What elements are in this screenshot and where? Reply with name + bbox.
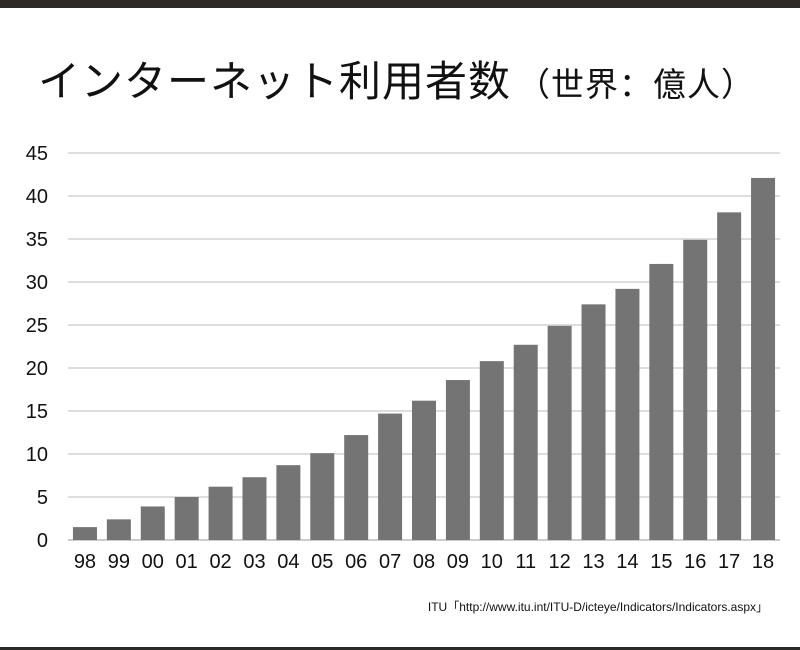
bar-98 [72,527,97,540]
chart-title-unit: （世界：億人） [517,65,756,104]
bar-13 [581,304,606,540]
bar-05 [310,453,335,540]
y-tick-label: 15 [26,401,48,423]
y-tick-label: 40 [26,186,48,208]
bar-07 [378,413,403,540]
bar-09 [445,380,470,540]
y-tick-label: 5 [37,487,48,509]
x-tick-label: 16 [684,551,706,573]
bar-06 [344,435,369,540]
bar-15 [649,263,674,540]
bar-10 [479,361,504,540]
y-tick-label: 30 [26,272,48,294]
x-tick-label: 00 [142,551,164,573]
top-frame-bar [0,0,800,8]
bar-00 [140,506,165,540]
x-tick-label: 02 [209,551,231,573]
chart-title-main: インターネット利用者数 [38,57,512,106]
x-tick-label: 06 [345,551,367,573]
source-note: ITU「http://www.itu.int/ITU-D/icteye/Indi… [427,600,768,614]
chart-title: インターネット利用者数 （世界：億人） [38,48,755,109]
bar-08 [412,400,436,540]
x-tick-label: 14 [616,551,638,573]
y-tick-label: 45 [26,143,48,165]
x-tick-label: 04 [277,551,299,573]
x-tick-label: 05 [311,551,333,573]
x-tick-label: 17 [718,551,740,573]
bar-04 [276,465,301,540]
bottom-frame-bar [0,647,800,650]
bar-99 [106,519,131,540]
y-tick-label: 0 [37,530,48,552]
x-tick-label: 99 [108,551,130,573]
x-tick-label: 08 [413,551,435,573]
x-tick-label: 15 [650,551,672,573]
bar-11 [513,344,538,540]
y-tick-label: 35 [26,229,48,251]
bar-01 [174,497,199,540]
bar-03 [242,477,267,540]
bar-14 [615,288,640,540]
x-tick-label: 18 [752,551,774,573]
x-tick-label: 09 [447,551,469,573]
x-tick-label: 11 [515,551,536,573]
x-tick-label: 01 [176,551,198,573]
x-tick-label: 13 [582,551,604,573]
x-tick-label: 03 [243,551,265,573]
x-tick-label: 07 [379,551,401,573]
y-tick-label: 10 [26,444,48,466]
x-tick-label: 10 [481,551,503,573]
bar-16 [683,239,708,541]
x-tick-label: 98 [74,551,96,573]
bar-17 [717,212,742,540]
bar-12 [547,325,572,540]
bar-02 [208,486,233,540]
y-tick-label: 25 [26,315,48,337]
y-tick-label: 20 [26,358,48,380]
x-tick-label: 12 [548,551,570,573]
bar-18 [751,177,776,540]
